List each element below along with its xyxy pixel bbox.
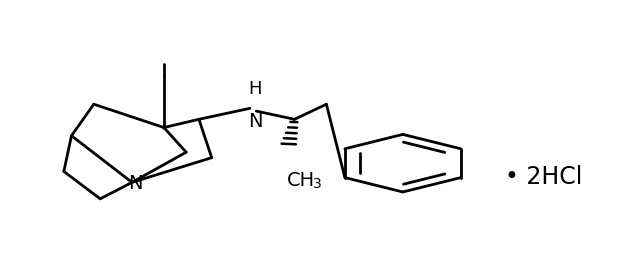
Text: • 2HCl: • 2HCl [505, 165, 582, 189]
Text: H: H [248, 80, 262, 98]
Text: CH: CH [287, 171, 315, 190]
Text: N: N [128, 174, 143, 193]
Text: N: N [248, 112, 262, 131]
Text: 3: 3 [313, 177, 321, 191]
